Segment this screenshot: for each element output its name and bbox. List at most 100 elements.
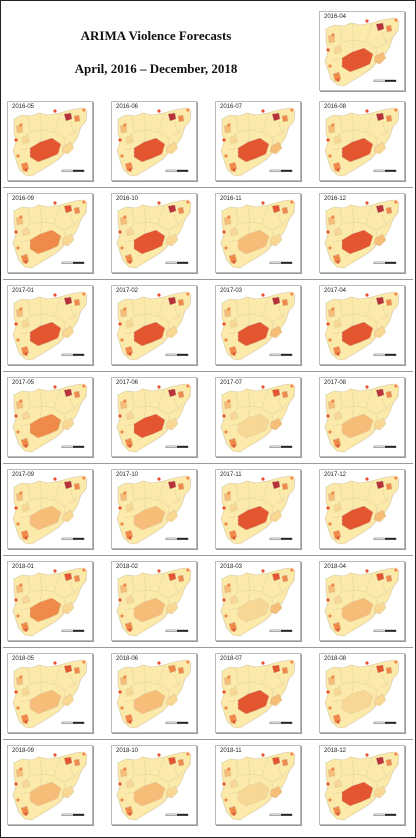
- scale-bar: [373, 537, 397, 540]
- scale-bar: [61, 537, 85, 540]
- desert-region: [341, 505, 374, 531]
- district-border: [143, 757, 165, 777]
- hotspot-marker: [326, 782, 330, 786]
- district-border: [173, 121, 186, 133]
- district-border: [331, 147, 343, 151]
- district-border: [351, 773, 355, 787]
- map-panel: 2017-02: [111, 285, 197, 365]
- district-border: [341, 497, 355, 501]
- district-border: [143, 497, 147, 511]
- map-panel: 2017-11: [215, 469, 301, 549]
- map-panel: 2018-11: [215, 745, 301, 825]
- hotspot-marker: [157, 201, 161, 205]
- hotspot-marker: [128, 352, 132, 356]
- panel-month-label: 2016-08: [324, 104, 347, 110]
- district-border: [29, 129, 43, 133]
- southern-region: [124, 529, 134, 540]
- map-panel: 2017-10: [111, 469, 197, 549]
- hotspot-marker: [16, 798, 20, 802]
- district-border: [133, 221, 147, 225]
- district-border: [237, 405, 251, 409]
- aleppo-region: [167, 756, 177, 766]
- district-border: [173, 397, 186, 409]
- homs-region: [229, 594, 239, 605]
- map-panel: 2017-09: [7, 469, 93, 549]
- district-border: [247, 757, 269, 777]
- desert-region: [29, 597, 62, 623]
- hotspot-marker: [224, 430, 228, 434]
- hotspot-marker: [290, 108, 294, 112]
- homs-region: [125, 778, 135, 789]
- hotspot-marker: [82, 476, 86, 480]
- map-panel: 2018-05: [7, 653, 93, 733]
- syria-choropleth-map: [12, 659, 88, 729]
- aleppo-region: [63, 204, 73, 214]
- hotspot-marker: [24, 168, 28, 172]
- district-border: [69, 673, 82, 685]
- panel-month-label: 2017-01: [12, 288, 35, 294]
- hotspot-marker: [157, 385, 161, 389]
- hotspot-marker: [82, 292, 86, 296]
- district-border: [247, 665, 269, 685]
- deir-ez-zor-region: [165, 417, 179, 431]
- hotspot-marker: [227, 399, 231, 403]
- panel-month-label: 2018-05: [12, 656, 35, 662]
- hotspot-marker: [123, 675, 127, 679]
- district-border: [331, 57, 343, 61]
- hotspot-marker: [16, 338, 20, 342]
- hotspot-marker: [365, 201, 369, 205]
- district-border: [39, 573, 61, 593]
- hotspot-marker: [123, 123, 127, 127]
- district-border: [173, 765, 186, 777]
- hotspot-marker: [227, 675, 231, 679]
- hotspot-marker: [365, 569, 369, 573]
- district-border: [381, 121, 394, 133]
- scale-bar: [373, 261, 397, 264]
- district-border: [351, 665, 373, 685]
- southern-region: [332, 161, 342, 172]
- hotspot-marker: [326, 690, 330, 694]
- district-border: [227, 423, 239, 427]
- map-panel: 2017-04: [319, 285, 405, 365]
- desert-region: [341, 413, 374, 439]
- hotspot-marker: [120, 338, 124, 342]
- panel-month-label: 2018-06: [116, 656, 139, 662]
- map-panel: 2016-05: [7, 101, 93, 181]
- desert-region: [341, 47, 374, 73]
- hotspot-marker: [19, 123, 23, 127]
- hotspot-marker: [328, 614, 332, 618]
- hotspot-marker: [24, 628, 28, 632]
- panel-month-label: 2018-11: [220, 748, 242, 754]
- homs-region: [229, 686, 239, 697]
- desert-region: [29, 321, 62, 347]
- district-border: [39, 389, 61, 409]
- desert-region: [237, 597, 270, 623]
- hotspot-marker: [82, 752, 86, 756]
- hotspot-marker: [232, 720, 236, 724]
- panel-month-label: 2018-10: [116, 748, 139, 754]
- scale-bar: [269, 721, 293, 724]
- district-border: [173, 581, 186, 593]
- hotspot-marker: [118, 138, 122, 142]
- aleppo-region: [167, 296, 177, 306]
- hotspot-marker: [118, 230, 122, 234]
- scale-bar: [373, 629, 397, 632]
- hotspot-marker: [336, 536, 340, 540]
- north-region: [281, 574, 289, 583]
- hotspot-marker: [14, 230, 18, 234]
- district-border: [277, 305, 290, 317]
- panel-month-label: 2016-11: [220, 196, 242, 202]
- panel-month-label: 2018-09: [12, 748, 35, 754]
- hotspot-marker: [394, 18, 398, 22]
- hotspot-marker: [232, 260, 236, 264]
- scale-bar: [61, 629, 85, 632]
- district-border: [173, 213, 186, 225]
- district-border: [247, 497, 251, 511]
- deir-ez-zor-region: [269, 509, 283, 523]
- district-border: [19, 699, 31, 703]
- district-border: [19, 239, 31, 243]
- district-border: [123, 331, 135, 335]
- north-region: [73, 206, 81, 215]
- district-border: [29, 405, 43, 409]
- map-panel: 2018-08: [319, 653, 405, 733]
